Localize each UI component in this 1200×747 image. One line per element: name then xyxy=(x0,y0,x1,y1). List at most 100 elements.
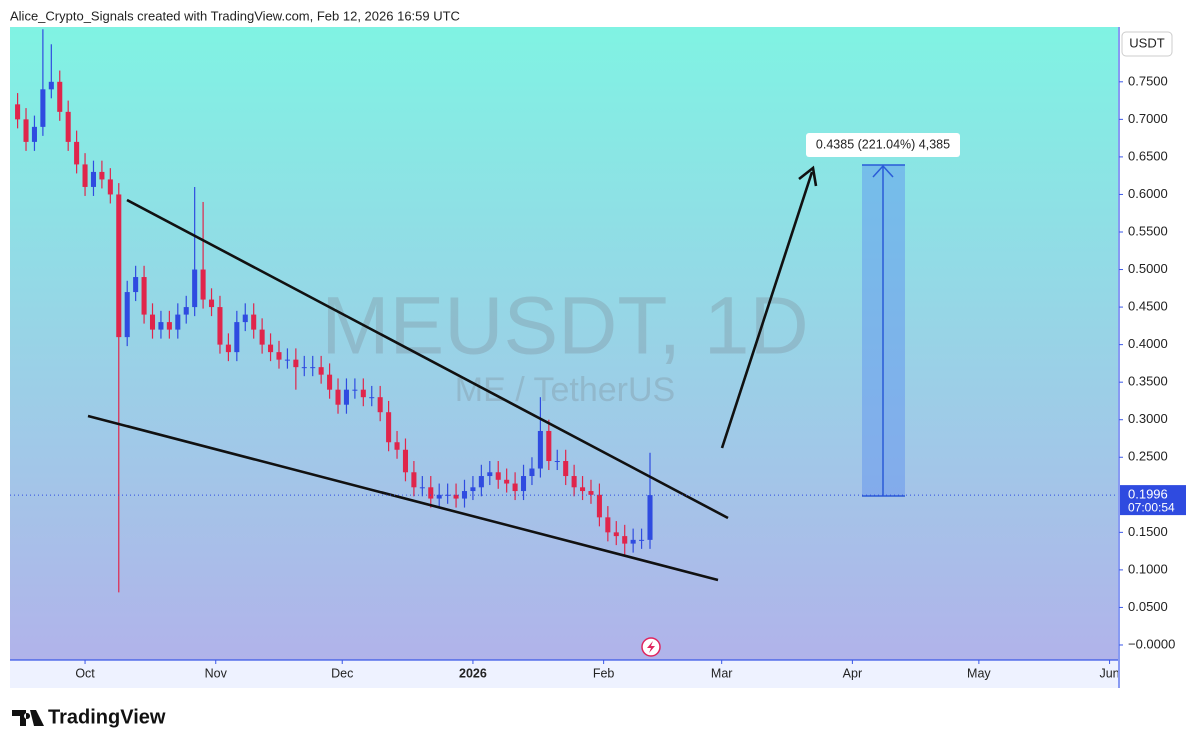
candle-body xyxy=(504,479,510,484)
candle-body xyxy=(512,483,518,492)
candle-body xyxy=(276,352,282,360)
candle-body xyxy=(40,89,46,127)
candle-body xyxy=(293,359,299,368)
y-tick-label: 0.5500 xyxy=(1128,223,1168,238)
candle-body xyxy=(461,491,468,499)
candle-body xyxy=(82,164,88,187)
candle-body xyxy=(571,476,577,488)
y-tick-label: −0.0000 xyxy=(1128,636,1175,651)
candle-body xyxy=(445,494,451,496)
candle-body xyxy=(74,141,80,165)
x-tick-label: Nov xyxy=(205,666,228,680)
footer: TradingView xyxy=(48,706,166,728)
candles xyxy=(15,29,653,593)
x-tick-label: Dec xyxy=(331,666,353,680)
candle-body xyxy=(563,461,569,477)
logo-mark xyxy=(12,710,44,726)
candle-body xyxy=(301,367,307,369)
x-tick-label: 2026 xyxy=(459,666,487,680)
y-tick-label: 0.1500 xyxy=(1128,524,1168,539)
y-tick-label: 0.7500 xyxy=(1128,73,1168,88)
candle-body xyxy=(529,468,535,477)
candle-body xyxy=(48,81,54,90)
candle-body xyxy=(217,307,223,345)
candle-body xyxy=(453,494,459,499)
x-tick-label: Mar xyxy=(711,666,733,680)
candle-body xyxy=(107,179,113,195)
candle-body xyxy=(428,487,434,499)
y-tick-label: 0.3500 xyxy=(1128,374,1168,389)
candle-body xyxy=(31,126,37,142)
candle-body xyxy=(402,449,409,473)
candle-body xyxy=(209,299,215,308)
y-tick-label: 0.7000 xyxy=(1128,111,1168,126)
candle-body xyxy=(520,476,527,492)
watermark: MEUSDT, 1D xyxy=(321,281,809,372)
x-tick-label: Jun xyxy=(1099,666,1119,680)
y-tick-label: 0.4500 xyxy=(1128,299,1168,314)
candle-body xyxy=(605,517,611,533)
x-axis-labels: Oct Nov Dec 2026 Feb Mar Apr May Jun xyxy=(75,660,1119,680)
candle-body xyxy=(116,194,122,338)
candle-body xyxy=(234,322,240,353)
candle-body xyxy=(419,487,425,489)
candle-body xyxy=(175,314,181,330)
footer-logo: TradingView xyxy=(12,706,166,728)
candle-body xyxy=(596,494,602,518)
candle-body xyxy=(487,472,493,477)
y-tick-label: 0.1000 xyxy=(1128,561,1168,576)
candle-body xyxy=(360,389,366,398)
candle-body xyxy=(318,367,324,375)
last-price-label: 0.1996 xyxy=(1128,487,1168,502)
candle-body xyxy=(141,277,147,315)
candle-body xyxy=(639,539,645,541)
candle-body xyxy=(630,539,636,544)
candle-body xyxy=(343,389,349,405)
event-icon-bolt xyxy=(647,641,655,653)
candle-body xyxy=(386,412,392,443)
candle-body xyxy=(613,532,619,537)
candle-body xyxy=(411,472,417,488)
candle-body xyxy=(268,344,274,353)
candle-body xyxy=(622,536,628,544)
candle-body xyxy=(369,397,375,399)
candle-body xyxy=(284,359,290,361)
candle-body xyxy=(647,495,653,540)
candle-body xyxy=(537,430,543,469)
candle-body xyxy=(149,314,156,330)
x-tick-label: Apr xyxy=(843,666,862,680)
candle-body xyxy=(242,314,248,323)
y-tick-label: 0.6500 xyxy=(1128,148,1168,163)
y-tick-label: 0.6000 xyxy=(1128,186,1168,201)
candle-body xyxy=(225,344,231,353)
candle-body xyxy=(183,307,189,315)
y-tick-label: 0.2500 xyxy=(1128,449,1168,464)
candle-body xyxy=(327,374,333,390)
watermark-subtitle: ME / TetherUS xyxy=(455,371,675,409)
candle-body xyxy=(580,487,586,492)
candle-body xyxy=(588,491,594,495)
time-axis-bg xyxy=(10,660,1118,688)
x-tick-label: Oct xyxy=(75,666,95,680)
candle-body xyxy=(546,430,552,462)
lower-trend-line xyxy=(87,414,719,582)
x-tick-label: Feb xyxy=(593,666,615,680)
candle-body xyxy=(133,277,139,293)
candle-body xyxy=(124,292,130,338)
header: Alice_Crypto_Signals created with Tradin… xyxy=(10,8,460,23)
candle-body xyxy=(470,487,476,492)
candle-body xyxy=(15,104,21,120)
target-arrowhead xyxy=(798,165,818,187)
measure-label: 0.4385 (221.04%) 4,385 xyxy=(816,137,950,151)
candle-body xyxy=(200,269,206,300)
candle-body xyxy=(166,322,172,330)
target-arrow xyxy=(720,171,814,449)
currency-box[interactable] xyxy=(1121,31,1173,57)
y-tick-label: 0.3000 xyxy=(1128,411,1168,426)
countdown-label: 07:00:54 xyxy=(1128,500,1175,514)
y-tick-label: 0.4000 xyxy=(1128,336,1168,351)
candle-body xyxy=(310,367,316,369)
candle-body xyxy=(478,476,484,488)
